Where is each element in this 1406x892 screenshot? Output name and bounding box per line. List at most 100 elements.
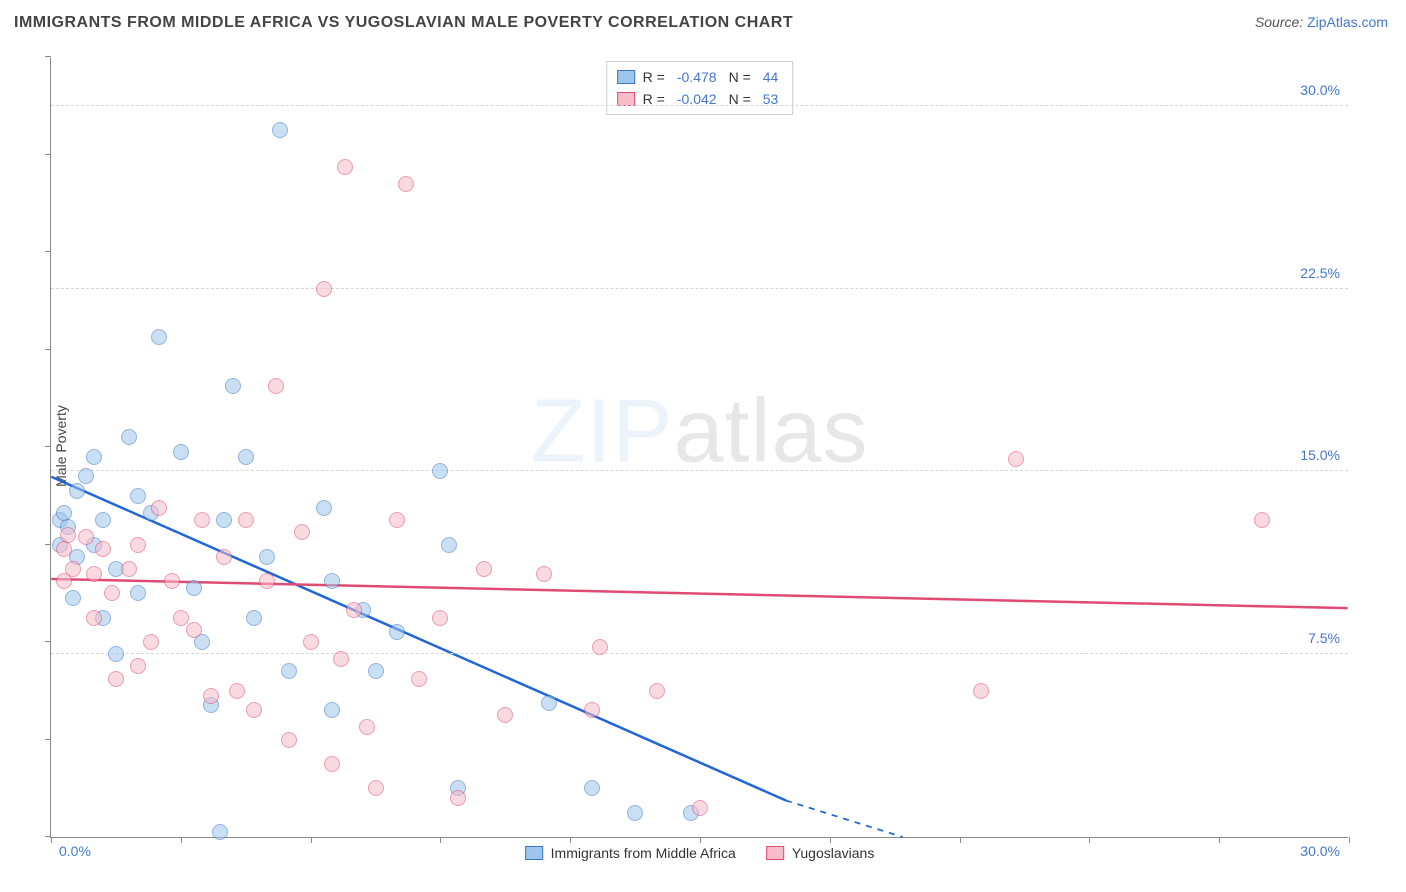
legend-label-series-1: Yugoslavians: [792, 845, 875, 861]
scatter-point-middle_africa: [65, 590, 81, 606]
scatter-point-middle_africa: [368, 663, 384, 679]
scatter-point-yugoslavians: [649, 683, 665, 699]
x-tick-mark: [51, 837, 52, 843]
scatter-point-yugoslavians: [337, 159, 353, 175]
scatter-point-yugoslavians: [398, 176, 414, 192]
legend-row-series-0: R = -0.478 N = 44: [617, 66, 783, 88]
scatter-point-yugoslavians: [432, 610, 448, 626]
x-tick-mark: [181, 837, 182, 843]
y-tick-mark: [45, 739, 51, 740]
scatter-point-yugoslavians: [1008, 451, 1024, 467]
gridline-h: [51, 653, 1348, 654]
scatter-point-middle_africa: [86, 449, 102, 465]
scatter-point-yugoslavians: [333, 651, 349, 667]
legend-label-series-0: Immigrants from Middle Africa: [551, 845, 736, 861]
scatter-point-middle_africa: [56, 505, 72, 521]
scatter-point-yugoslavians: [86, 566, 102, 582]
scatter-point-yugoslavians: [246, 702, 262, 718]
legend-swatch-series-0: [617, 70, 635, 84]
legend-n-label: N =: [729, 69, 751, 85]
scatter-point-yugoslavians: [121, 561, 137, 577]
scatter-point-middle_africa: [130, 488, 146, 504]
scatter-point-yugoslavians: [203, 688, 219, 704]
scatter-point-yugoslavians: [1254, 512, 1270, 528]
x-tick-mark: [1219, 837, 1220, 843]
x-tick-mark: [1349, 837, 1350, 843]
scatter-point-yugoslavians: [476, 561, 492, 577]
scatter-point-middle_africa: [389, 624, 405, 640]
scatter-point-yugoslavians: [143, 634, 159, 650]
scatter-point-yugoslavians: [368, 780, 384, 796]
y-tick-mark: [45, 544, 51, 545]
legend-row-series-1: R = -0.042 N = 53: [617, 88, 783, 110]
y-tick-mark: [45, 641, 51, 642]
scatter-point-yugoslavians: [216, 549, 232, 565]
scatter-point-yugoslavians: [281, 732, 297, 748]
scatter-point-yugoslavians: [450, 790, 466, 806]
trend-lines-layer: [51, 58, 1348, 837]
scatter-point-yugoslavians: [316, 281, 332, 297]
scatter-point-middle_africa: [281, 663, 297, 679]
scatter-point-middle_africa: [121, 429, 137, 445]
scatter-point-middle_africa: [151, 329, 167, 345]
scatter-point-middle_africa: [316, 500, 332, 516]
y-tick-label: 7.5%: [1308, 630, 1340, 646]
y-tick-mark: [45, 349, 51, 350]
source-link[interactable]: ZipAtlas.com: [1307, 14, 1388, 30]
scatter-point-yugoslavians: [108, 671, 124, 687]
scatter-point-yugoslavians: [536, 566, 552, 582]
scatter-point-middle_africa: [584, 780, 600, 796]
scatter-point-yugoslavians: [592, 639, 608, 655]
scatter-point-middle_africa: [130, 585, 146, 601]
scatter-point-yugoslavians: [324, 756, 340, 772]
scatter-point-yugoslavians: [130, 537, 146, 553]
scatter-point-yugoslavians: [497, 707, 513, 723]
scatter-point-yugoslavians: [95, 541, 111, 557]
scatter-point-middle_africa: [259, 549, 275, 565]
scatter-point-yugoslavians: [130, 658, 146, 674]
scatter-point-middle_africa: [186, 580, 202, 596]
legend-r-label: R =: [643, 69, 665, 85]
legend-item-series-0: Immigrants from Middle Africa: [525, 845, 736, 861]
scatter-point-middle_africa: [432, 463, 448, 479]
y-tick-label: 22.5%: [1300, 265, 1340, 281]
x-tick-mark: [440, 837, 441, 843]
scatter-point-yugoslavians: [104, 585, 120, 601]
scatter-point-middle_africa: [216, 512, 232, 528]
scatter-point-yugoslavians: [268, 378, 284, 394]
x-tick-mark: [311, 837, 312, 843]
scatter-point-middle_africa: [627, 805, 643, 821]
y-tick-label: 30.0%: [1300, 82, 1340, 98]
x-axis-max-label: 30.0%: [1300, 843, 1340, 859]
watermark: ZIPatlas: [530, 380, 868, 483]
gridline-h: [51, 105, 1348, 106]
scatter-point-middle_africa: [324, 573, 340, 589]
y-tick-mark: [45, 56, 51, 57]
scatter-point-middle_africa: [246, 610, 262, 626]
legend-r-value-0: -0.478: [677, 69, 717, 85]
scatter-point-middle_africa: [212, 824, 228, 840]
scatter-point-middle_africa: [238, 449, 254, 465]
scatter-point-yugoslavians: [65, 561, 81, 577]
y-tick-label: 15.0%: [1300, 447, 1340, 463]
scatter-point-middle_africa: [78, 468, 94, 484]
scatter-point-yugoslavians: [164, 573, 180, 589]
y-tick-mark: [45, 836, 51, 837]
scatter-point-yugoslavians: [359, 719, 375, 735]
scatter-point-yugoslavians: [86, 610, 102, 626]
scatter-point-middle_africa: [324, 702, 340, 718]
scatter-point-middle_africa: [108, 646, 124, 662]
scatter-point-middle_africa: [95, 512, 111, 528]
trendline-middle_africa: [51, 477, 786, 801]
scatter-point-yugoslavians: [229, 683, 245, 699]
legend-item-series-1: Yugoslavians: [766, 845, 875, 861]
y-tick-mark: [45, 446, 51, 447]
scatter-point-middle_africa: [173, 444, 189, 460]
scatter-point-yugoslavians: [173, 610, 189, 626]
scatter-point-yugoslavians: [294, 524, 310, 540]
scatter-point-yugoslavians: [78, 529, 94, 545]
legend-swatch-bottom-1: [766, 846, 784, 860]
scatter-point-yugoslavians: [238, 512, 254, 528]
x-tick-mark: [830, 837, 831, 843]
scatter-point-middle_africa: [541, 695, 557, 711]
